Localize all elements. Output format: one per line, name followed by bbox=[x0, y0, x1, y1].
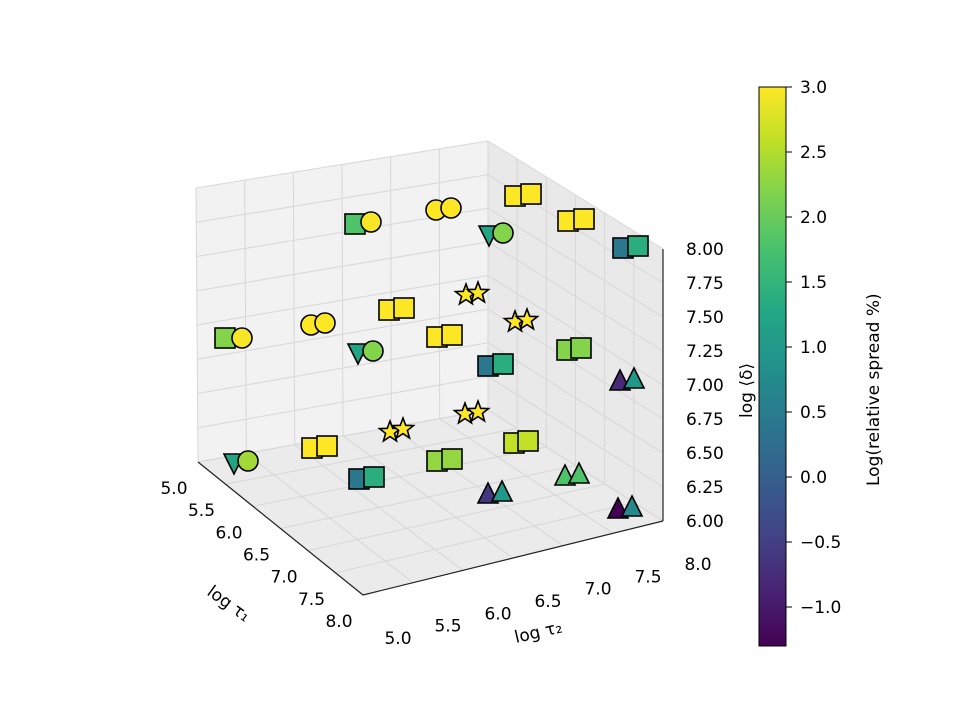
data-point-circle bbox=[237, 450, 259, 472]
colorbar bbox=[758, 86, 787, 647]
y-axis-line bbox=[362, 520, 664, 596]
z-tick-label: 6.00 bbox=[686, 512, 724, 532]
data-point-star bbox=[390, 415, 416, 440]
z-tick-label: 6.50 bbox=[686, 444, 724, 464]
data-point-square bbox=[393, 297, 415, 319]
data-points bbox=[214, 183, 649, 519]
z-tick-label: 8.00 bbox=[686, 240, 724, 260]
wall-gridline bbox=[487, 140, 664, 250]
x-tick-label: 6.0 bbox=[215, 523, 242, 543]
colorbar-tick-label: 1.5 bbox=[800, 273, 827, 293]
colorbar-ticks: 3.0 2.5 2.0 1.5 1.0 0.5 0.0 −0.5 −1.0 bbox=[786, 78, 841, 618]
z-tick-label: 7.25 bbox=[686, 342, 724, 362]
data-point-square bbox=[441, 448, 463, 470]
y-axis-label: log τ₂ bbox=[513, 618, 565, 648]
colorbar-tick-label: 1.0 bbox=[800, 338, 827, 358]
data-point-square bbox=[316, 435, 338, 457]
wall-gridline bbox=[195, 140, 489, 189]
x-tick-label: 7.0 bbox=[270, 568, 297, 588]
data-point-square bbox=[517, 430, 539, 452]
y-tick-label: 7.5 bbox=[634, 567, 661, 587]
x-tick-label: 5.5 bbox=[188, 501, 215, 521]
z-tick-label: 6.25 bbox=[686, 478, 724, 498]
data-point-circle bbox=[440, 197, 462, 219]
wall-gridline bbox=[197, 308, 489, 360]
z-axis-label: log ⟨δ⟩ bbox=[737, 363, 757, 418]
gridlines bbox=[195, 140, 664, 596]
data-point-square bbox=[570, 337, 592, 359]
back-wall-left bbox=[196, 141, 488, 462]
data-point-square bbox=[441, 324, 463, 346]
floor-gridline bbox=[342, 435, 514, 559]
x-tick-label: 5.0 bbox=[160, 479, 187, 499]
colorbar-label: Log(relative spread %) bbox=[864, 293, 884, 486]
wall-gridline bbox=[196, 275, 489, 326]
x-tick-label: 7.5 bbox=[298, 590, 325, 610]
wall-gridline bbox=[487, 342, 664, 454]
data-point-square bbox=[520, 183, 542, 205]
wall-gridline bbox=[197, 375, 489, 429]
z-tick-label: 7.50 bbox=[686, 308, 724, 328]
y-tick-label: 8.0 bbox=[684, 555, 711, 575]
colorbar-tick-label: 3.0 bbox=[800, 78, 827, 98]
wall-gridline bbox=[487, 207, 664, 318]
colorbar-tick-label: −0.5 bbox=[800, 533, 841, 553]
y-tick-label: 6.5 bbox=[534, 592, 561, 612]
data-point-square bbox=[492, 353, 514, 375]
wall-gridline bbox=[196, 241, 489, 292]
y-tick-label: 6.0 bbox=[484, 604, 511, 624]
z-tick-label: 7.00 bbox=[686, 376, 724, 396]
data-point-circle bbox=[492, 222, 514, 244]
floor-gridline bbox=[391, 426, 564, 547]
data-point-star bbox=[514, 306, 540, 331]
floor-gridline bbox=[294, 444, 464, 571]
y-tick-label: 7.0 bbox=[584, 580, 611, 600]
data-point-triangle-up bbox=[620, 494, 644, 517]
axis-ticks: 5.05.56.06.57.07.58.05.05.56.06.57.07.58… bbox=[160, 240, 723, 649]
wall-gridline bbox=[487, 241, 664, 352]
z-tick-label: 6.75 bbox=[686, 410, 724, 430]
floor-gridline bbox=[246, 452, 414, 584]
y-tick-label: 5.5 bbox=[434, 617, 461, 637]
wall-gridline bbox=[196, 174, 489, 223]
floor-gridline bbox=[439, 418, 614, 534]
data-point-star bbox=[465, 279, 491, 304]
data-point-triangle-up bbox=[567, 461, 591, 484]
data-point-circle bbox=[360, 211, 382, 233]
colorbar-tick-label: 0.5 bbox=[800, 403, 827, 423]
x-axis-label: log τ₁ bbox=[203, 582, 254, 627]
z-tick-label: 7.75 bbox=[686, 274, 724, 294]
data-point-circle bbox=[314, 312, 336, 334]
y-tick-label: 5.0 bbox=[384, 629, 411, 649]
colorbar-tick-label: −1.0 bbox=[800, 598, 841, 618]
data-point-square bbox=[573, 208, 595, 230]
data-point-triangle-up bbox=[622, 366, 646, 389]
wall-gridline bbox=[197, 342, 489, 394]
data-point-star bbox=[465, 398, 491, 423]
data-point-triangle-up bbox=[490, 479, 514, 502]
data-point-square bbox=[627, 235, 649, 257]
x-tick-label: 6.5 bbox=[243, 546, 270, 566]
data-point-circle bbox=[362, 340, 384, 362]
colorbar-tick-label: 2.5 bbox=[800, 143, 827, 163]
data-point-square bbox=[363, 466, 385, 488]
colorbar-tick-label: 2.0 bbox=[800, 208, 827, 228]
x-axis-line bbox=[197, 461, 364, 596]
data-point-circle bbox=[231, 327, 253, 349]
wall-gridline bbox=[487, 375, 664, 488]
colorbar-tick-label: 0.0 bbox=[800, 468, 827, 488]
x-tick-label: 8.0 bbox=[325, 612, 352, 632]
